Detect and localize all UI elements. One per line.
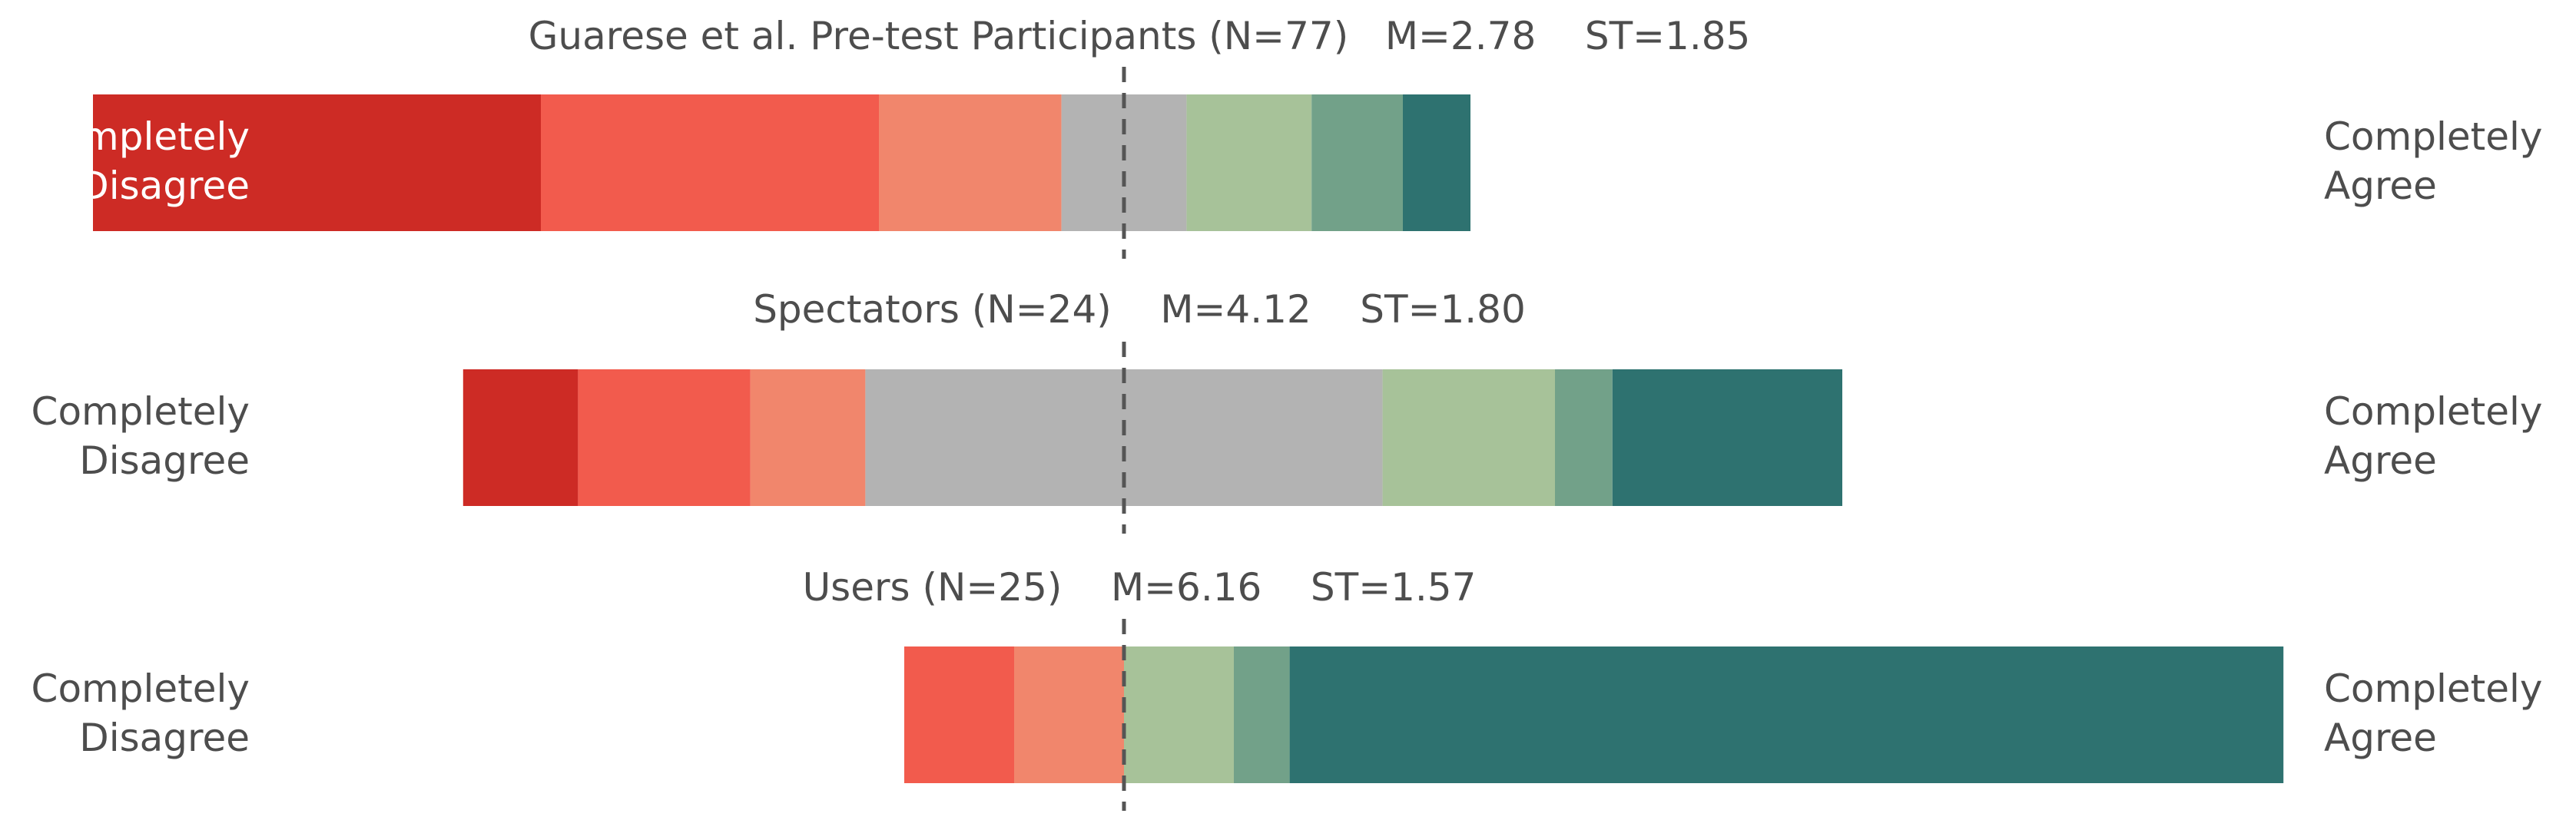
right-label: Completely Agree <box>2324 114 2542 208</box>
right-label: Completely Agree <box>2324 389 2542 483</box>
bar-segment <box>1014 646 1124 783</box>
bar-segment <box>1555 369 1613 506</box>
bar-group <box>904 646 2284 783</box>
bar-segment <box>879 94 1062 231</box>
bar-segment <box>750 369 866 506</box>
bar-segment <box>904 646 1014 783</box>
left-label: Completely Disagree <box>31 389 250 483</box>
bar-segment <box>93 94 541 231</box>
group-title: Guarese et al. Pre-test Participants (N=… <box>529 14 1751 58</box>
bar-segment <box>1382 369 1555 506</box>
group-title: Spectators (N=24) M=4.12 ST=1.80 <box>753 287 1526 332</box>
bar-segment <box>1124 646 1234 783</box>
left-label: Completely Disagree <box>31 114 250 208</box>
bar-segment <box>462 369 579 506</box>
group-title: Users (N=25) M=6.16 ST=1.57 <box>803 565 1477 610</box>
bar-segment <box>578 369 751 506</box>
right-label: Completely Agree <box>2324 666 2542 760</box>
bar-segment <box>1234 646 1290 783</box>
bar-segment <box>1311 94 1403 231</box>
bar-segment <box>1289 646 2284 783</box>
left-label: Completely Disagree <box>31 666 250 760</box>
bar-segment <box>1612 369 1842 506</box>
bar-segment <box>541 94 879 231</box>
bar-group <box>93 94 1470 231</box>
bar-group <box>462 369 1842 506</box>
bar-segment <box>1403 94 1470 231</box>
bar-segment <box>1186 94 1312 231</box>
